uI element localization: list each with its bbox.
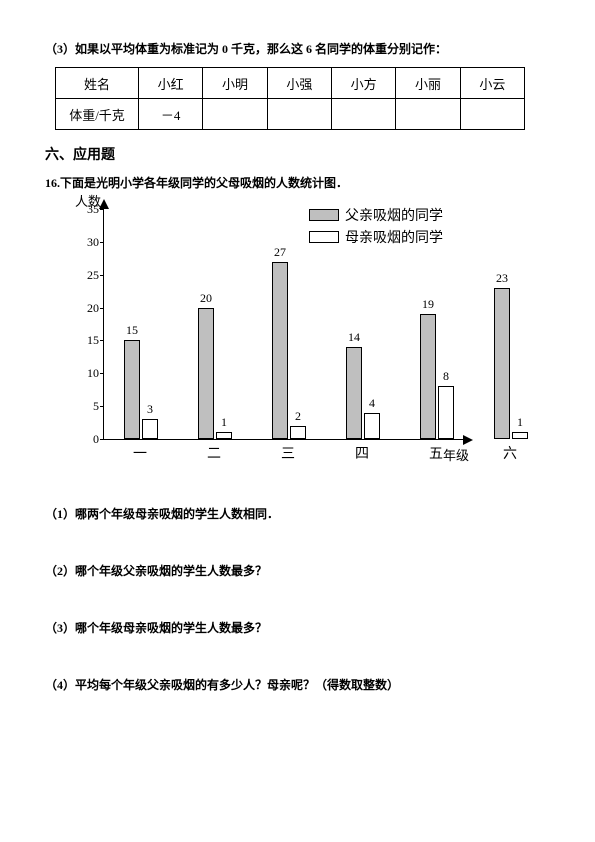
y-tick-mark: [100, 308, 104, 309]
bar-mother-label: 1: [221, 415, 227, 430]
bar-mother: [290, 426, 306, 439]
bar-mother-label: 1: [517, 415, 523, 430]
question-3-text: （3）如果以平均体重为标准记为 0 千克，那么这 6 名同学的体重分别记作：: [45, 40, 550, 57]
question-16-text: 16.下面是光明小学各年级同学的父母吸烟的人数统计图．: [45, 174, 550, 191]
x-axis-arrow-icon: [463, 435, 473, 445]
table-cell: 小丽: [396, 68, 460, 99]
smoking-chart: 人数 父亲吸烟的同学 母亲吸烟的同学 153201272144198231 年级…: [63, 199, 483, 479]
table-cell: [267, 99, 331, 130]
bar-mother-label: 3: [147, 402, 153, 417]
x-tick-label: 五: [429, 443, 443, 463]
table-cell: 小红: [139, 68, 203, 99]
table-cell: 体重/千克: [56, 99, 139, 130]
table-cell: 小云: [460, 68, 524, 99]
sub-question-2: （2）哪个年级父亲吸烟的学生人数最多？: [45, 562, 550, 579]
y-tick-label: 30: [73, 235, 99, 250]
bar-father-label: 23: [496, 271, 508, 286]
table-cell: [396, 99, 460, 130]
table-cell: [460, 99, 524, 130]
y-tick-mark: [100, 340, 104, 341]
plot-area: 153201272144198231: [103, 209, 464, 440]
table-cell: [203, 99, 267, 130]
x-tick-label: 四: [355, 443, 369, 463]
y-tick-mark: [100, 373, 104, 374]
bar-mother: [364, 413, 380, 439]
y-tick-label: 15: [73, 333, 99, 348]
bar-mother-label: 8: [443, 369, 449, 384]
y-tick-mark: [100, 439, 104, 440]
section-6-heading: 六、应用题: [45, 144, 550, 164]
table-cell: [331, 99, 395, 130]
y-tick-mark: [100, 209, 104, 210]
table-cell: 小明: [203, 68, 267, 99]
bar-father-label: 19: [422, 297, 434, 312]
table-row: 体重/千克 －4: [56, 99, 525, 130]
bar-mother: [438, 386, 454, 439]
y-tick-label: 25: [73, 268, 99, 283]
bar-father-label: 27: [274, 245, 286, 260]
bar-father-label: 20: [200, 291, 212, 306]
bar-father: [346, 347, 362, 439]
x-axis-title: 年级: [443, 445, 469, 464]
y-tick-label: 35: [73, 202, 99, 217]
bar-mother: [216, 432, 232, 439]
y-tick-label: 0: [73, 432, 99, 447]
bar-mother-label: 2: [295, 409, 301, 424]
bar-father-label: 14: [348, 330, 360, 345]
table-cell: 小强: [267, 68, 331, 99]
table-cell: －4: [139, 99, 203, 130]
y-tick-mark: [100, 406, 104, 407]
y-tick-mark: [100, 275, 104, 276]
y-tick-label: 20: [73, 301, 99, 316]
bar-mother-label: 4: [369, 396, 375, 411]
sub-question-3: （3）哪个年级母亲吸烟的学生人数最多？: [45, 619, 550, 636]
x-tick-label: 二: [207, 443, 221, 463]
y-axis-arrow-icon: [99, 199, 109, 209]
y-tick-mark: [100, 242, 104, 243]
y-tick-label: 5: [73, 399, 99, 414]
bar-mother: [512, 432, 528, 439]
sub-question-4: （4）平均每个年级父亲吸烟的有多少人？母亲呢？（得数取整数）: [45, 676, 550, 693]
bar-mother: [142, 419, 158, 439]
weight-table: 姓名 小红 小明 小强 小方 小丽 小云 体重/千克 －4: [55, 67, 525, 130]
y-tick-label: 10: [73, 366, 99, 381]
x-tick-label: 一: [133, 443, 147, 463]
bar-father: [198, 308, 214, 439]
table-row: 姓名 小红 小明 小强 小方 小丽 小云: [56, 68, 525, 99]
sub-question-1: （1）哪两个年级母亲吸烟的学生人数相同．: [45, 505, 550, 522]
bar-father: [124, 340, 140, 439]
table-cell: 小方: [331, 68, 395, 99]
bar-father: [272, 262, 288, 439]
bar-father: [420, 314, 436, 439]
bar-father-label: 15: [126, 323, 138, 338]
x-tick-label: 三: [281, 443, 295, 463]
bar-father: [494, 288, 510, 439]
table-cell: 姓名: [56, 68, 139, 99]
x-tick-label: 六: [503, 443, 517, 463]
